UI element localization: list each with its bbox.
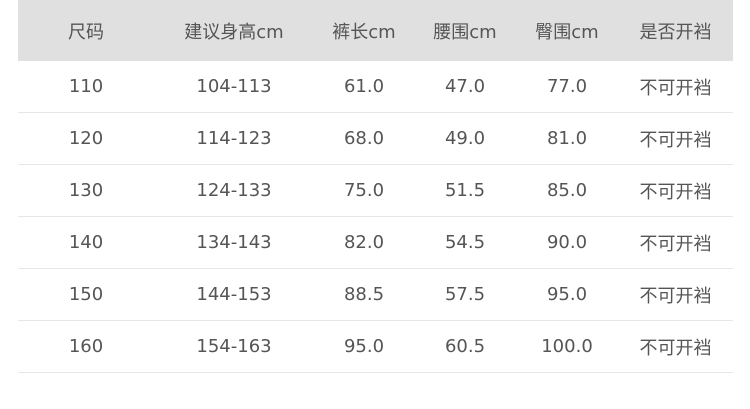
header-cell: 尺码 bbox=[68, 21, 104, 43]
table-cell: 不可开裆 bbox=[639, 129, 712, 151]
table-cell: 54.5 bbox=[444, 232, 486, 253]
table-cell: 不可开裆 bbox=[639, 337, 712, 359]
table-cell: 110 bbox=[68, 76, 104, 97]
table-row: 110 104-113 61.0 47.0 77.0 不可开裆 bbox=[18, 61, 733, 113]
table-cell: 57.5 bbox=[444, 284, 486, 305]
table-cell: 90.0 bbox=[546, 232, 588, 253]
table-cell: 61.0 bbox=[343, 76, 385, 97]
table-row: 140 134-143 82.0 54.5 90.0 不可开裆 bbox=[18, 217, 733, 269]
header-cell: 臀围cm bbox=[535, 21, 599, 43]
table-cell: 51.5 bbox=[444, 180, 486, 201]
table-cell: 85.0 bbox=[546, 180, 588, 201]
table-row: 130 124-133 75.0 51.5 85.0 不可开裆 bbox=[18, 165, 733, 217]
table-cell: 140 bbox=[68, 232, 104, 253]
table-cell: 134-143 bbox=[196, 232, 272, 253]
size-table: 尺码 建议身高cm 裤长cm 腰围cm 臀围cm 是否开裆 110 104-113… bbox=[18, 0, 733, 373]
table-cell: 不可开裆 bbox=[639, 233, 712, 255]
table-cell: 不可开裆 bbox=[639, 77, 712, 99]
table-header: 尺码 建议身高cm 裤长cm 腰围cm 臀围cm 是否开裆 bbox=[18, 0, 733, 61]
table-cell: 144-153 bbox=[196, 284, 272, 305]
table-cell: 150 bbox=[68, 284, 104, 305]
table-cell: 160 bbox=[68, 336, 104, 357]
table-cell: 47.0 bbox=[444, 76, 486, 97]
table-cell: 104-113 bbox=[196, 76, 272, 97]
table-cell: 75.0 bbox=[343, 180, 385, 201]
header-cell: 建议身高cm bbox=[184, 21, 284, 43]
table-cell: 95.0 bbox=[546, 284, 588, 305]
table-cell: 不可开裆 bbox=[639, 285, 712, 307]
table-cell: 130 bbox=[68, 180, 104, 201]
table-cell: 77.0 bbox=[546, 76, 588, 97]
table-cell: 100.0 bbox=[541, 336, 593, 357]
table-row: 150 144-153 88.5 57.5 95.0 不可开裆 bbox=[18, 269, 733, 321]
table-cell: 60.5 bbox=[444, 336, 486, 357]
table-cell: 114-123 bbox=[196, 128, 272, 149]
table-cell: 124-133 bbox=[196, 180, 272, 201]
header-cell: 裤长cm bbox=[332, 21, 396, 43]
table-row: 160 154-163 95.0 60.5 100.0 不可开裆 bbox=[18, 321, 733, 373]
header-cell: 是否开裆 bbox=[639, 21, 712, 43]
table-cell: 120 bbox=[68, 128, 104, 149]
table-cell: 68.0 bbox=[343, 128, 385, 149]
header-cell: 腰围cm bbox=[433, 21, 497, 43]
table-cell: 154-163 bbox=[196, 336, 272, 357]
table-cell: 82.0 bbox=[343, 232, 385, 253]
table-cell: 95.0 bbox=[343, 336, 385, 357]
table-cell: 81.0 bbox=[546, 128, 588, 149]
table-cell: 不可开裆 bbox=[639, 181, 712, 203]
table-row: 120 114-123 68.0 49.0 81.0 不可开裆 bbox=[18, 113, 733, 165]
table-cell: 88.5 bbox=[343, 284, 385, 305]
table-cell: 49.0 bbox=[444, 128, 486, 149]
